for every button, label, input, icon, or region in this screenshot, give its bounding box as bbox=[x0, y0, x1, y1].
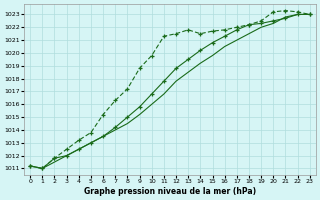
X-axis label: Graphe pression niveau de la mer (hPa): Graphe pression niveau de la mer (hPa) bbox=[84, 187, 256, 196]
